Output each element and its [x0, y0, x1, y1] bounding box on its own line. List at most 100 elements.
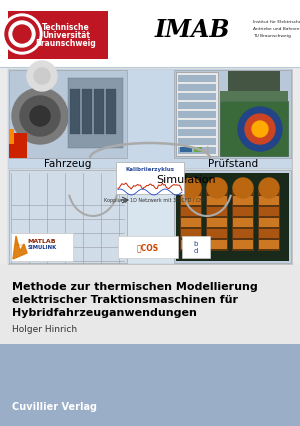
Bar [233, 196, 253, 205]
Circle shape [30, 107, 50, 127]
Bar [233, 207, 253, 216]
Polygon shape [13, 236, 27, 259]
Bar [174, 71, 291, 158]
Bar [94, 90, 104, 135]
Bar [180, 192, 202, 251]
Bar [206, 192, 228, 251]
Circle shape [20, 97, 60, 137]
Bar [178, 103, 216, 110]
Text: Prüfstand: Prüfstand [208, 158, 258, 169]
Text: Cuvillier Verlag: Cuvillier Verlag [12, 401, 97, 411]
Circle shape [238, 108, 282, 152]
Circle shape [252, 122, 268, 138]
Circle shape [259, 178, 279, 199]
Bar [118, 236, 178, 259]
Bar [207, 219, 227, 227]
Text: Kalibriierzyklus: Kalibriierzyklus [125, 167, 175, 172]
Bar [178, 112, 216, 119]
Bar [178, 148, 216, 155]
Bar [0, 0, 300, 68]
Bar [258, 192, 280, 251]
Bar [181, 219, 201, 227]
Bar [8, 12, 108, 60]
Bar [8, 170, 292, 265]
Text: MATLAB: MATLAB [28, 239, 56, 244]
Bar [70, 90, 80, 135]
Circle shape [245, 115, 275, 145]
Bar [8, 70, 292, 170]
Bar [220, 102, 288, 157]
Bar [9, 170, 127, 263]
Bar [181, 196, 201, 205]
Circle shape [34, 69, 50, 85]
Text: Holger Hinrich: Holger Hinrich [12, 325, 77, 334]
Text: SIMULINK: SIMULINK [27, 245, 57, 250]
Circle shape [233, 178, 253, 199]
Bar [207, 196, 227, 205]
Bar [178, 130, 216, 137]
Bar [0, 265, 300, 344]
Bar [182, 236, 210, 259]
Bar [9, 134, 27, 158]
Bar [233, 219, 253, 227]
Bar [106, 90, 116, 135]
Bar [178, 139, 216, 146]
Bar [178, 121, 216, 128]
Text: Simulation: Simulation [156, 175, 216, 184]
Text: b
d: b d [194, 241, 198, 254]
Bar [176, 73, 218, 157]
Bar [11, 233, 73, 262]
Bar [0, 344, 300, 426]
Bar [228, 72, 280, 92]
Bar [232, 192, 254, 251]
Bar [181, 230, 201, 239]
Bar [259, 196, 279, 205]
Bar [68, 79, 123, 149]
Text: elektrischer Traktionsmaschinen für: elektrischer Traktionsmaschinen für [12, 294, 238, 304]
Circle shape [27, 62, 57, 92]
Bar [9, 130, 14, 145]
Bar [220, 92, 288, 102]
Bar [259, 207, 279, 216]
Circle shape [207, 178, 227, 199]
Text: TU Braunschweig: TU Braunschweig [253, 34, 291, 38]
Text: Kopplung  1D Netzwerk mit 3D CFD / CHT: Kopplung 1D Netzwerk mit 3D CFD / CHT [104, 198, 206, 203]
Circle shape [2, 15, 42, 55]
Text: Institut für Elektrische Maschinen,: Institut für Elektrische Maschinen, [253, 20, 300, 24]
Bar [233, 240, 253, 249]
Circle shape [13, 26, 31, 44]
Text: Antriebe und Bahnen: Antriebe und Bahnen [253, 27, 299, 31]
Bar [180, 148, 192, 153]
Bar [9, 71, 127, 158]
Text: Hybridfahrzeuganwendungen: Hybridfahrzeuganwendungen [12, 307, 197, 317]
Circle shape [9, 22, 35, 48]
Circle shape [5, 18, 39, 52]
Text: Fahrzeug: Fahrzeug [44, 158, 92, 169]
Text: Methode zur thermischen Modellierung: Methode zur thermischen Modellierung [12, 281, 258, 291]
Bar [259, 230, 279, 239]
Circle shape [12, 89, 68, 145]
Bar [207, 240, 227, 249]
Bar [116, 163, 184, 195]
Bar [178, 85, 216, 92]
Bar [176, 173, 289, 262]
Bar [259, 240, 279, 249]
Text: ⓘCOS: ⓘCOS [137, 243, 159, 252]
Bar [194, 148, 202, 153]
Bar [259, 219, 279, 227]
Text: Technische: Technische [42, 23, 90, 32]
Text: Universität: Universität [42, 32, 90, 40]
Circle shape [181, 178, 201, 199]
Bar [181, 207, 201, 216]
Bar [233, 230, 253, 239]
Bar [181, 240, 201, 249]
Bar [178, 94, 216, 101]
Bar [207, 230, 227, 239]
Bar [174, 170, 291, 263]
Bar [207, 207, 227, 216]
Bar [82, 90, 92, 135]
Bar [8, 70, 292, 265]
Text: IMAB: IMAB [154, 18, 230, 42]
Text: Braunschweig: Braunschweig [36, 40, 96, 49]
Bar [178, 76, 216, 83]
